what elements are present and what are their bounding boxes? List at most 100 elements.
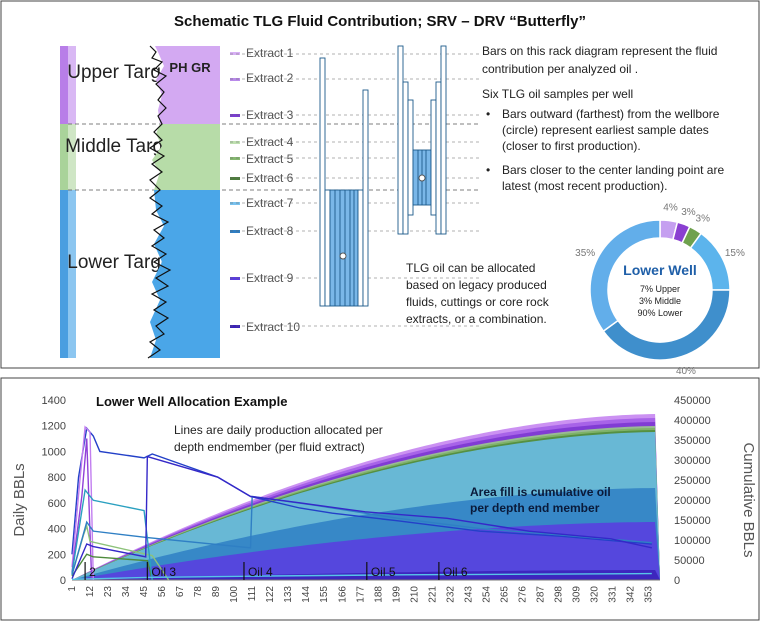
y-tick-label: 200 <box>48 549 66 561</box>
x-tick-label: 78 <box>193 586 204 598</box>
x-tick-label: 34 <box>121 586 132 598</box>
y2-tick-label: 250000 <box>674 475 711 487</box>
y-tick-label: 1400 <box>42 395 66 407</box>
x-tick-label: 243 <box>463 586 474 603</box>
y-axis-label: Daily BBLs <box>11 463 28 536</box>
extract-1-label: Extract 1 <box>246 46 294 60</box>
y2-tick-label: 400000 <box>674 415 711 427</box>
x-tick-label: 133 <box>283 586 294 603</box>
x-tick-label: 254 <box>481 586 492 603</box>
x-tick-label: 221 <box>427 586 438 603</box>
description-text: Bars on this rack diagram represent the … <box>482 44 721 76</box>
extract-2-label: Extract 2 <box>246 71 294 85</box>
oil-marker-label: Oil 4 <box>248 565 273 579</box>
extract-4-label: Extract 4 <box>246 135 294 149</box>
top-title: Schematic TLG Fluid Contribution; SRV – … <box>174 13 586 30</box>
x-tick-label: 298 <box>553 586 564 603</box>
x-tick-label: 210 <box>409 586 420 603</box>
x-tick-label: 122 <box>265 586 276 603</box>
x-tick-label: 342 <box>626 586 637 603</box>
donut-line-1: 7% Upper <box>640 284 680 294</box>
donut-slice-label: 35% <box>575 248 595 259</box>
extract-9-label: Extract 9 <box>246 271 294 285</box>
x-tick-label: 100 <box>229 586 240 603</box>
middle-target-bar <box>60 124 68 190</box>
donut-line-2: 3% Middle <box>639 296 681 306</box>
x-tick-label: 155 <box>319 586 330 603</box>
y2-tick-label: 50000 <box>674 555 705 567</box>
svg-text:•: • <box>486 107 490 121</box>
x-tick-label: 45 <box>139 586 150 598</box>
gr-label: PH GR <box>169 60 211 75</box>
extract-markers: Extract 1 Extract 2 Extract 3 Extract 4 … <box>230 46 300 334</box>
extract-5-label: Extract 5 <box>246 152 294 166</box>
y-tick-label: 800 <box>48 472 66 484</box>
daily-line-4 <box>71 553 153 581</box>
rack-diagram-1 <box>319 57 369 307</box>
middle-target-label: Middle Target <box>65 136 179 157</box>
y2-tick-label: 200000 <box>674 495 711 507</box>
x-tick-label: 188 <box>373 586 384 603</box>
daily-line-8 <box>71 572 652 581</box>
x-tick-label: 353 <box>644 586 655 603</box>
allocation-chart: 0 200 400 600 800 1000 1200 1400 0 50000 100000 150… <box>42 395 711 603</box>
six-samples-text: Six TLG oil samples per well <box>482 87 633 101</box>
donut-slice-label: 3% <box>681 207 696 218</box>
upper-target-label: Upper Target <box>67 62 177 83</box>
x-tick-label: 144 <box>301 586 312 603</box>
x-tick-label: 232 <box>445 586 456 603</box>
bullet-2: Bars closer to the center landing point … <box>502 163 727 193</box>
x-tick-label: 12 <box>85 586 96 598</box>
x-tick-label: 309 <box>571 586 582 603</box>
x-tick-label: 287 <box>535 586 546 603</box>
x-tick-label: 166 <box>337 586 348 603</box>
lower-target-bar <box>60 190 68 358</box>
lower-target-label: Lower Target <box>67 252 177 273</box>
donut-slice <box>589 219 661 333</box>
x-tick-label: 199 <box>391 586 402 603</box>
donut-line-3: 90% Lower <box>637 308 682 318</box>
daily-line-1 <box>71 425 94 581</box>
y2-axis-label: Cumulative BBLs <box>740 442 757 557</box>
bullet-1: Bars outward (farthest) from the wellbor… <box>502 107 723 153</box>
x-tick-label: 276 <box>517 586 528 603</box>
donut-slice-label: 15% <box>725 248 745 259</box>
donut-slice-label: 3% <box>696 214 711 225</box>
y-tick-label: 400 <box>48 524 66 536</box>
daily-line-5 <box>71 488 153 581</box>
allocation-note: TLG oil can be allocated based on legacy… <box>406 261 552 326</box>
y2-tick-label: 300000 <box>674 455 711 467</box>
y2-tick-label: 350000 <box>674 435 711 447</box>
x-tick-label: 111 <box>247 586 258 602</box>
y-tick-label: 1200 <box>42 421 66 433</box>
extract-8-label: Extract 8 <box>246 224 294 238</box>
oil-marker-label: Oil 5 <box>371 565 396 579</box>
y-tick-label: 1000 <box>42 446 66 458</box>
y2-tick-label: 100000 <box>674 535 711 547</box>
x-tick-label: 1 <box>67 586 78 592</box>
y2-tick-label: 0 <box>674 575 680 587</box>
rack-diagram-2 <box>397 45 447 235</box>
donut-slice-label: 4% <box>663 203 678 214</box>
x-tick-label: 67 <box>175 586 186 598</box>
gr-lower-fill <box>150 190 220 358</box>
daily-line-7 <box>71 455 652 579</box>
lines-annotation: Lines are daily production allocated per… <box>174 423 386 454</box>
y2-tick-label: 450000 <box>674 395 711 407</box>
svg-text:•: • <box>486 163 490 177</box>
oil-marker-label: Oil 6 <box>443 565 468 579</box>
x-tick-label: 331 <box>608 586 619 603</box>
x-tick-label: 320 <box>589 586 600 603</box>
x-tick-label: 56 <box>157 586 168 598</box>
oil-marker-label: Oil 3 <box>151 565 176 579</box>
y-tick-label: 0 <box>60 575 66 587</box>
extract-10-label: Extract 10 <box>246 320 300 334</box>
gr-upper-fill <box>155 46 220 124</box>
x-tick-label: 23 <box>103 586 114 598</box>
oil-marker-label: 2 <box>89 565 96 579</box>
donut-slice-label: 40% <box>676 366 696 377</box>
x-tick-label: 265 <box>499 586 510 603</box>
upper-target-bar <box>60 46 68 124</box>
daily-line-2 <box>71 438 93 581</box>
